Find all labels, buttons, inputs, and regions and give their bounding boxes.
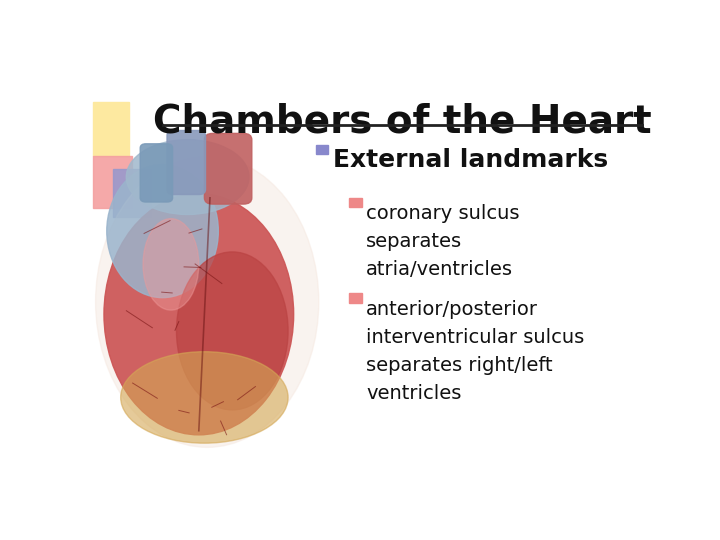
- Ellipse shape: [104, 194, 294, 435]
- Ellipse shape: [96, 156, 319, 447]
- Bar: [93, 102, 129, 156]
- Bar: [93, 156, 132, 208]
- Bar: [114, 168, 151, 217]
- Ellipse shape: [121, 352, 288, 443]
- Bar: [349, 294, 361, 302]
- Ellipse shape: [126, 140, 249, 214]
- Text: Chambers of the Heart: Chambers of the Heart: [153, 102, 652, 140]
- Text: anterior/posterior
interventricular sulcus
separates right/left
ventricles: anterior/posterior interventricular sulc…: [366, 300, 585, 403]
- Ellipse shape: [176, 252, 288, 410]
- Bar: [349, 198, 361, 207]
- FancyBboxPatch shape: [204, 133, 252, 204]
- Ellipse shape: [107, 165, 218, 298]
- Text: External landmarks: External landmarks: [333, 148, 608, 172]
- FancyBboxPatch shape: [140, 144, 173, 202]
- Ellipse shape: [143, 219, 199, 310]
- Text: coronary sulcus
separates
atria/ventricles: coronary sulcus separates atria/ventricl…: [366, 204, 520, 279]
- FancyBboxPatch shape: [167, 131, 205, 194]
- Bar: [316, 145, 328, 154]
